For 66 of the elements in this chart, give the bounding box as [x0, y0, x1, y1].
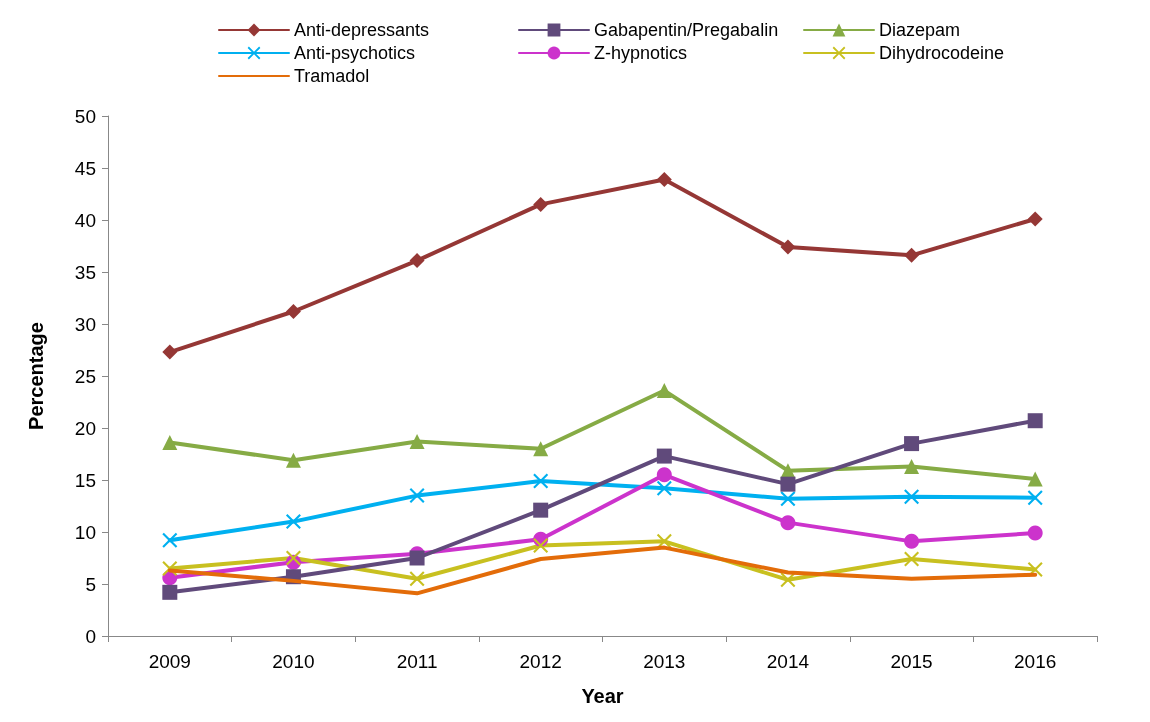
legend-label: Anti-depressants — [294, 20, 430, 40]
y-tick-label: 20 — [74, 417, 96, 439]
point — [409, 550, 425, 566]
point — [656, 467, 672, 483]
point — [656, 171, 672, 187]
legend-label: Anti-psychotics — [294, 43, 416, 63]
point — [162, 584, 178, 600]
y-tick-label: 40 — [74, 209, 96, 231]
point — [904, 436, 920, 452]
point — [904, 551, 920, 567]
legend-label: Gabapentin/Pregabalin — [594, 20, 779, 40]
y-tick-label: 10 — [74, 521, 96, 543]
point — [780, 515, 796, 531]
point — [780, 476, 796, 492]
x-tick-label: 2011 — [396, 651, 438, 672]
legend-label: Tramadol — [294, 66, 370, 86]
point — [1027, 413, 1043, 429]
y-tick-label: 5 — [85, 573, 96, 595]
x-tick-label: 2014 — [766, 651, 810, 672]
x-axis-title: Year — [581, 685, 624, 707]
legend-label: Diazepam — [879, 20, 961, 40]
legend-label: Z-hypnotics — [594, 43, 688, 63]
point — [904, 533, 920, 549]
point — [409, 253, 425, 269]
legend-label: Dihydrocodeine — [879, 43, 1005, 63]
point — [285, 304, 301, 320]
point — [1027, 525, 1043, 541]
y-tick-label: 0 — [85, 625, 96, 647]
point — [285, 514, 301, 530]
y-tick-label: 30 — [74, 313, 96, 335]
point — [904, 489, 920, 505]
point — [285, 452, 301, 468]
point — [533, 196, 549, 212]
point — [533, 473, 549, 489]
point — [904, 247, 920, 263]
point — [1027, 211, 1043, 227]
point — [162, 435, 178, 451]
x-tick-label: 2012 — [519, 651, 562, 672]
point — [533, 502, 549, 518]
x-tick-label: 2010 — [272, 651, 315, 672]
y-axis-title: Percentage — [25, 322, 47, 430]
point — [162, 532, 178, 548]
point — [656, 480, 672, 496]
point — [533, 538, 549, 554]
x-tick-label: 2009 — [148, 651, 191, 672]
point — [409, 571, 425, 587]
x-tick-label: 2013 — [643, 651, 686, 672]
point — [780, 491, 796, 507]
point — [1027, 490, 1043, 506]
point — [656, 383, 672, 399]
x-tick-label: 2015 — [890, 651, 933, 672]
point — [285, 550, 301, 566]
y-tick-label: 25 — [74, 365, 96, 387]
y-tick-label: 45 — [74, 157, 96, 179]
point — [1027, 471, 1043, 487]
point — [904, 458, 920, 474]
point — [780, 239, 796, 255]
y-tick-label: 35 — [74, 261, 96, 283]
x-tick-label: 2016 — [1014, 651, 1057, 672]
point — [409, 488, 425, 504]
point — [533, 441, 549, 457]
point — [656, 448, 672, 464]
y-tick-label: 15 — [74, 469, 96, 491]
point — [409, 434, 425, 450]
y-tick-label: 50 — [74, 105, 96, 127]
point — [162, 344, 178, 360]
